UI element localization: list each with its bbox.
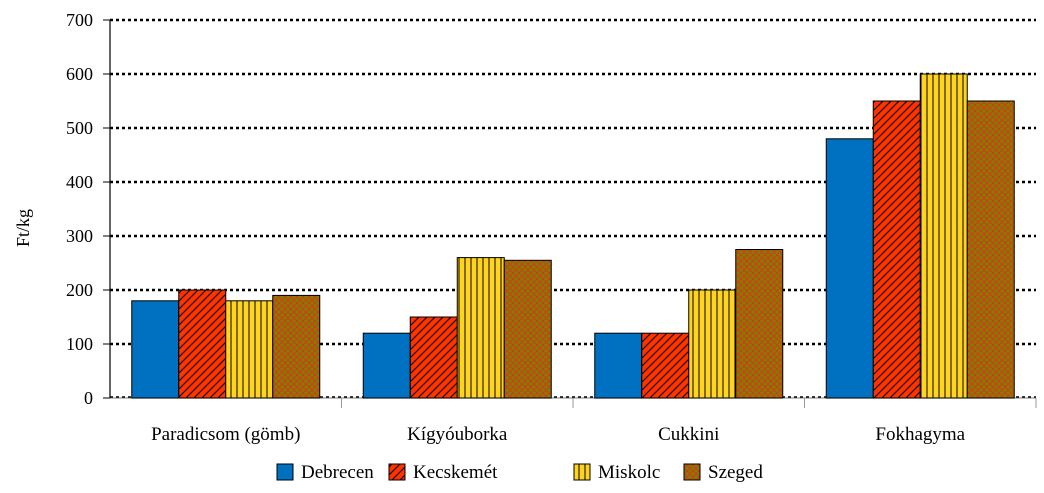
bar	[362, 332, 411, 399]
y-tick-label: 400	[66, 172, 93, 192]
x-category-label: Paradicsom (gömb)	[151, 424, 300, 445]
legend-swatch	[388, 463, 406, 481]
bar	[272, 294, 321, 399]
x-category-label: Cukkini	[658, 424, 719, 445]
legend-label: Debrecen	[301, 462, 374, 483]
legend-swatch	[573, 463, 591, 481]
axis-labels: 0 100 200 300 400 500 600 700 Paradicsom (gömb) K…	[66, 10, 966, 445]
bar	[735, 249, 784, 399]
bar	[688, 289, 737, 399]
y-tick-label: 0	[84, 388, 93, 408]
x-category-label: Fokhagyma	[875, 424, 965, 445]
y-tick-label: 300	[66, 226, 93, 246]
bar	[503, 259, 552, 399]
y-tick-label: 100	[66, 334, 93, 354]
bar	[178, 289, 227, 399]
legend-swatch	[276, 463, 294, 481]
bar	[409, 316, 458, 399]
gridlines	[110, 18, 1036, 346]
bar	[919, 73, 968, 399]
y-tick-label: 600	[66, 64, 93, 84]
x-category-label: Kígyóuborka	[407, 424, 508, 445]
bar	[225, 300, 274, 399]
bar	[641, 332, 690, 399]
bar	[825, 138, 874, 399]
legend-label: Miskolc	[598, 462, 660, 483]
y-axis-title: Ft/kg	[13, 209, 33, 247]
legend-label: Kecskemét	[413, 462, 498, 483]
legend-swatch	[683, 463, 701, 481]
y-tick-label: 500	[66, 118, 93, 138]
legend-label: Szeged	[708, 462, 763, 483]
y-tick-label: 200	[66, 280, 93, 300]
bar	[131, 300, 180, 399]
bar	[966, 100, 1015, 399]
bar	[456, 257, 505, 399]
bar	[594, 332, 643, 399]
bar	[872, 100, 921, 399]
legend: Debrecen Kecskemét Miskolc Szeged	[276, 462, 763, 483]
bars	[131, 73, 1015, 399]
y-tick-label: 700	[66, 10, 93, 30]
